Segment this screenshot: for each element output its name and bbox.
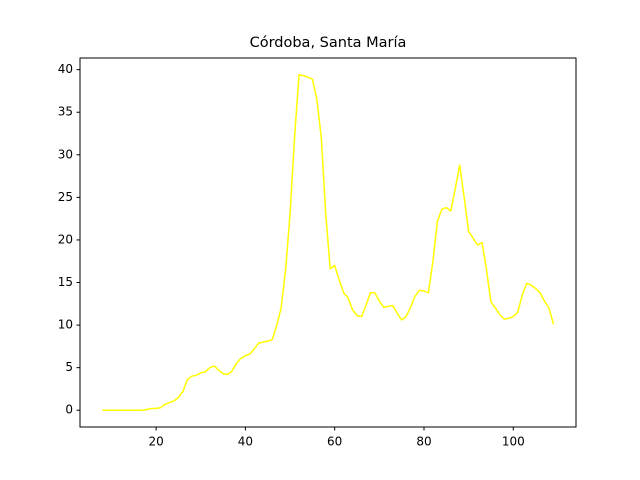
chart-title: Córdoba, Santa María	[250, 35, 407, 51]
y-tick-label: 35	[58, 105, 73, 119]
y-tick-label: 20	[58, 232, 73, 246]
x-tick-label: 60	[327, 435, 342, 449]
x-tick-label: 40	[238, 435, 253, 449]
data-line	[102, 74, 555, 411]
y-tick-label: 30	[58, 147, 73, 161]
plot-frame	[79, 57, 577, 428]
y-tick-label: 10	[58, 318, 73, 332]
y-tick-label: 25	[58, 190, 73, 204]
x-tick-label: 80	[416, 435, 431, 449]
x-tick-label: 20	[148, 435, 163, 449]
y-tick-label: 0	[65, 403, 73, 417]
x-tick-label: 100	[502, 435, 525, 449]
y-tick-label: 40	[58, 62, 73, 76]
y-tick-label: 15	[58, 275, 73, 289]
y-tick-label: 5	[65, 360, 73, 374]
